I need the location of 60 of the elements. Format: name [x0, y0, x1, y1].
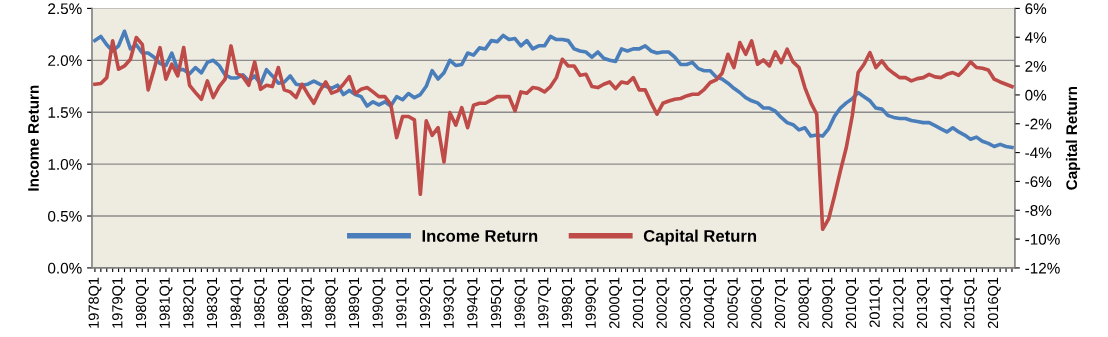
y2-tick-label: 6% [1025, 3, 1047, 15]
x-tick-label: 2012Q1 [893, 277, 907, 329]
x-tick-label: 1994Q1 [467, 277, 481, 328]
x-tick-label: 1982Q1 [183, 277, 197, 328]
x-tick-label: 1988Q1 [325, 277, 339, 328]
x-tick-label: 2014Q1 [940, 277, 954, 329]
x-tick-label: 2013Q1 [916, 277, 930, 329]
y-axis-title: Income Return [28, 85, 39, 191]
y2-tick-label: -6% [1025, 176, 1052, 188]
x-tick-label: 2004Q1 [703, 277, 717, 329]
x-tick-label: 2002Q1 [656, 277, 670, 329]
x-tick-label: 2010Q1 [845, 277, 859, 329]
x-tick-label: 2009Q1 [822, 277, 836, 329]
y2-tick-label: -12% [1025, 262, 1060, 274]
y-tick-label: 0.5% [48, 210, 82, 222]
x-tick-label: 1990Q1 [372, 277, 386, 328]
x-tick-label: 1996Q1 [514, 277, 528, 328]
y2-tick-label: -10% [1025, 233, 1060, 245]
x-tick-label: 1980Q1 [135, 277, 149, 328]
legend-label: Income Return [422, 230, 538, 242]
x-tick-label: 1979Q1 [112, 277, 126, 328]
x-tick-label: 1985Q1 [254, 277, 268, 328]
x-tick-label: 2015Q1 [964, 277, 978, 329]
x-tick-label: 1999Q1 [585, 277, 599, 328]
y2-tick-label: -8% [1025, 205, 1052, 216]
y-tick-label: 2.5% [48, 3, 82, 15]
x-tick-label: 1997Q1 [538, 277, 552, 328]
x-tick-label: 1993Q1 [443, 277, 457, 328]
y2-tick-label: 0% [1025, 89, 1047, 101]
x-tick-label: 1981Q1 [159, 277, 173, 328]
y2-tick-label: -4% [1025, 147, 1052, 159]
y-tick-label: 1.0% [48, 158, 82, 170]
y-tick-label: 0.0% [48, 262, 82, 274]
x-tick-label: 2011Q1 [869, 277, 883, 328]
y2-axis-title: Capital Return [1065, 86, 1081, 190]
x-tick-label: 1984Q1 [230, 277, 244, 328]
x-tick-label: 2016Q1 [987, 277, 1001, 329]
x-tick-label: 2003Q1 [680, 277, 694, 329]
y-tick-label: 2.0% [48, 55, 82, 67]
y2-tick-label: 2% [1025, 60, 1047, 72]
y2-tick-label: 4% [1025, 32, 1047, 43]
y2-tick-label: -2% [1025, 118, 1052, 130]
x-tick-label: 2005Q1 [727, 277, 741, 329]
x-tick-label: 1989Q1 [348, 277, 362, 328]
x-tick-label: 1983Q1 [206, 277, 220, 328]
x-tick-label: 2000Q1 [609, 277, 623, 329]
legend-label: Capital Return [643, 229, 757, 246]
x-tick-label: 1986Q1 [277, 277, 291, 328]
x-tick-label: 2006Q1 [751, 277, 765, 329]
x-tick-label: 1978Q1 [88, 277, 102, 328]
x-tick-label: 2001Q1 [632, 277, 646, 329]
line-series [93, 29, 1014, 150]
x-tick-label: 1995Q1 [490, 277, 504, 328]
x-tick-label: 1991Q1 [396, 277, 410, 328]
y-tick-label: 1.5% [48, 107, 82, 118]
x-tick-label: 1992Q1 [419, 277, 433, 328]
x-tick-label: 1998Q1 [561, 277, 575, 328]
x-tick-label: 1987Q1 [301, 277, 315, 328]
x-tick-label: 2007Q1 [774, 277, 788, 329]
x-tick-label: 2008Q1 [798, 277, 812, 329]
